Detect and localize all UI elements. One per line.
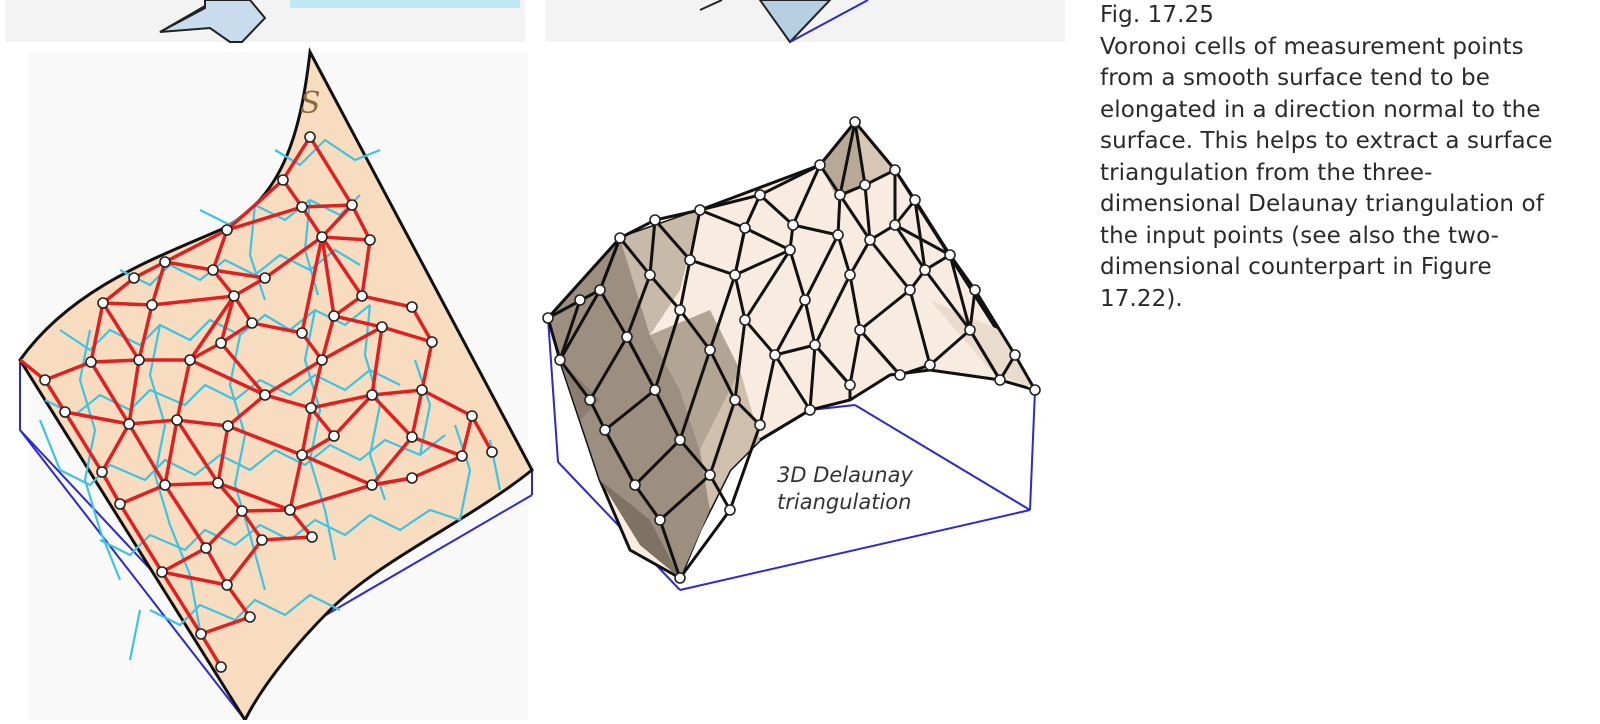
right-panel xyxy=(542,116,1041,591)
delaunay-label-line1: 3D Delaunay xyxy=(777,463,913,487)
caption-text: Voronoi cells of measurement points from… xyxy=(1100,33,1553,312)
delaunay-label-line2: triangulation xyxy=(777,490,912,514)
right-nodes xyxy=(542,116,1041,584)
figure-number: Fig. 17.25 xyxy=(1100,2,1215,28)
top-cropped-right xyxy=(545,0,1065,44)
left-panel xyxy=(18,47,534,724)
figure: S 3D Delaunay triangulation xyxy=(5,0,1065,724)
delaunay-label: 3D Delaunay triangulation xyxy=(777,462,913,516)
left-nodes xyxy=(39,131,498,673)
top-cropped-left xyxy=(5,0,525,43)
surface-label: S xyxy=(300,86,321,121)
figure-caption: Fig. 17.25 Voronoi cells of measurement … xyxy=(1100,0,1570,315)
figure-svg xyxy=(5,0,1065,724)
